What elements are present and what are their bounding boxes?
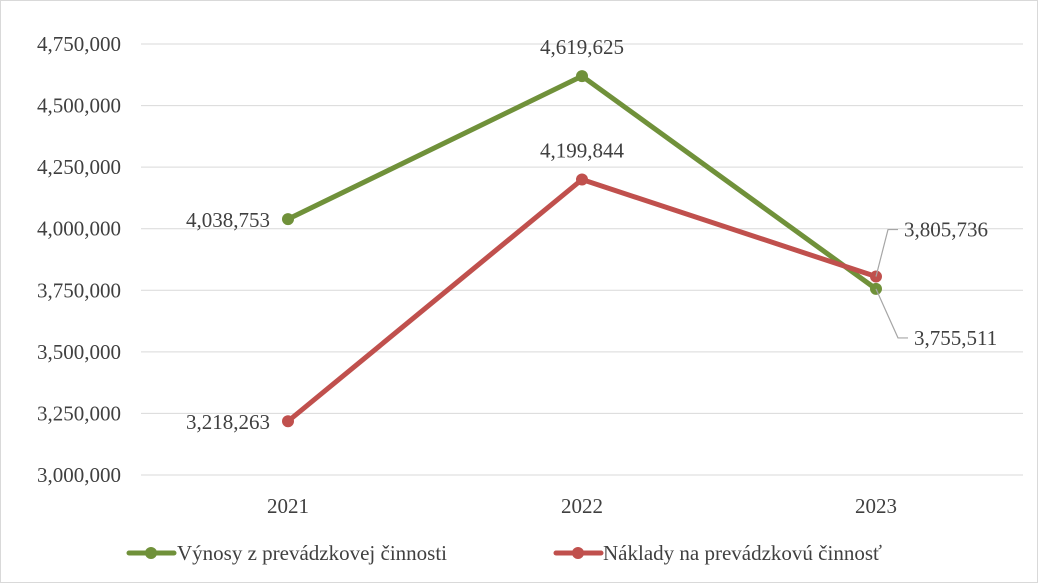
data-point <box>576 173 588 186</box>
legend-item: Náklady na prevádzkovú činnosť <box>553 541 882 565</box>
data-label-leader <box>875 288 908 339</box>
data-label: 4,199,844 <box>540 138 625 162</box>
data-label: 3,755,511 <box>914 326 997 350</box>
data-point <box>282 213 294 226</box>
y-tick-label: 4,500,000 <box>37 94 121 118</box>
legend-label: Náklady na prevádzkovú činnosť <box>603 541 882 565</box>
y-tick-label: 4,750,000 <box>37 32 121 56</box>
data-label-leader <box>875 228 898 277</box>
data-point <box>576 70 588 83</box>
y-tick-label: 3,000,000 <box>37 463 121 487</box>
legend-marker <box>572 547 584 559</box>
y-tick-label: 3,500,000 <box>37 340 121 364</box>
data-labels: 4,038,753 4,619,625 3,755,511 3,218,263 4,19… <box>186 35 997 434</box>
x-axis-ticks: 2021 2022 2023 <box>267 494 897 518</box>
y-axis-ticks: 3,000,000 3,250,000 3,500,000 3,750,000 4,00… <box>37 32 121 487</box>
y-tick-label: 4,000,000 <box>37 217 121 241</box>
legend-marker <box>145 547 157 559</box>
y-tick-label: 3,250,000 <box>37 401 121 425</box>
data-label: 4,619,625 <box>540 35 624 59</box>
data-label: 4,038,753 <box>186 208 270 232</box>
series-lines <box>282 70 882 428</box>
data-point <box>282 415 294 428</box>
x-tick-label: 2022 <box>561 494 603 518</box>
y-tick-label: 4,250,000 <box>37 155 121 179</box>
series-line <box>285 176 879 424</box>
legend: Výnosy z prevádzkovej činnosti Náklady na… <box>126 541 882 565</box>
legend-label: Výnosy z prevádzkovej činnosti <box>177 541 447 565</box>
x-tick-label: 2021 <box>267 494 309 518</box>
data-label: 3,805,736 <box>904 218 988 242</box>
gridlines <box>141 43 1023 476</box>
y-tick-label: 3,750,000 <box>37 278 121 302</box>
data-label: 3,218,263 <box>186 410 270 434</box>
x-tick-label: 2023 <box>855 494 897 518</box>
legend-item: Výnosy z prevádzkovej činnosti <box>126 541 447 565</box>
